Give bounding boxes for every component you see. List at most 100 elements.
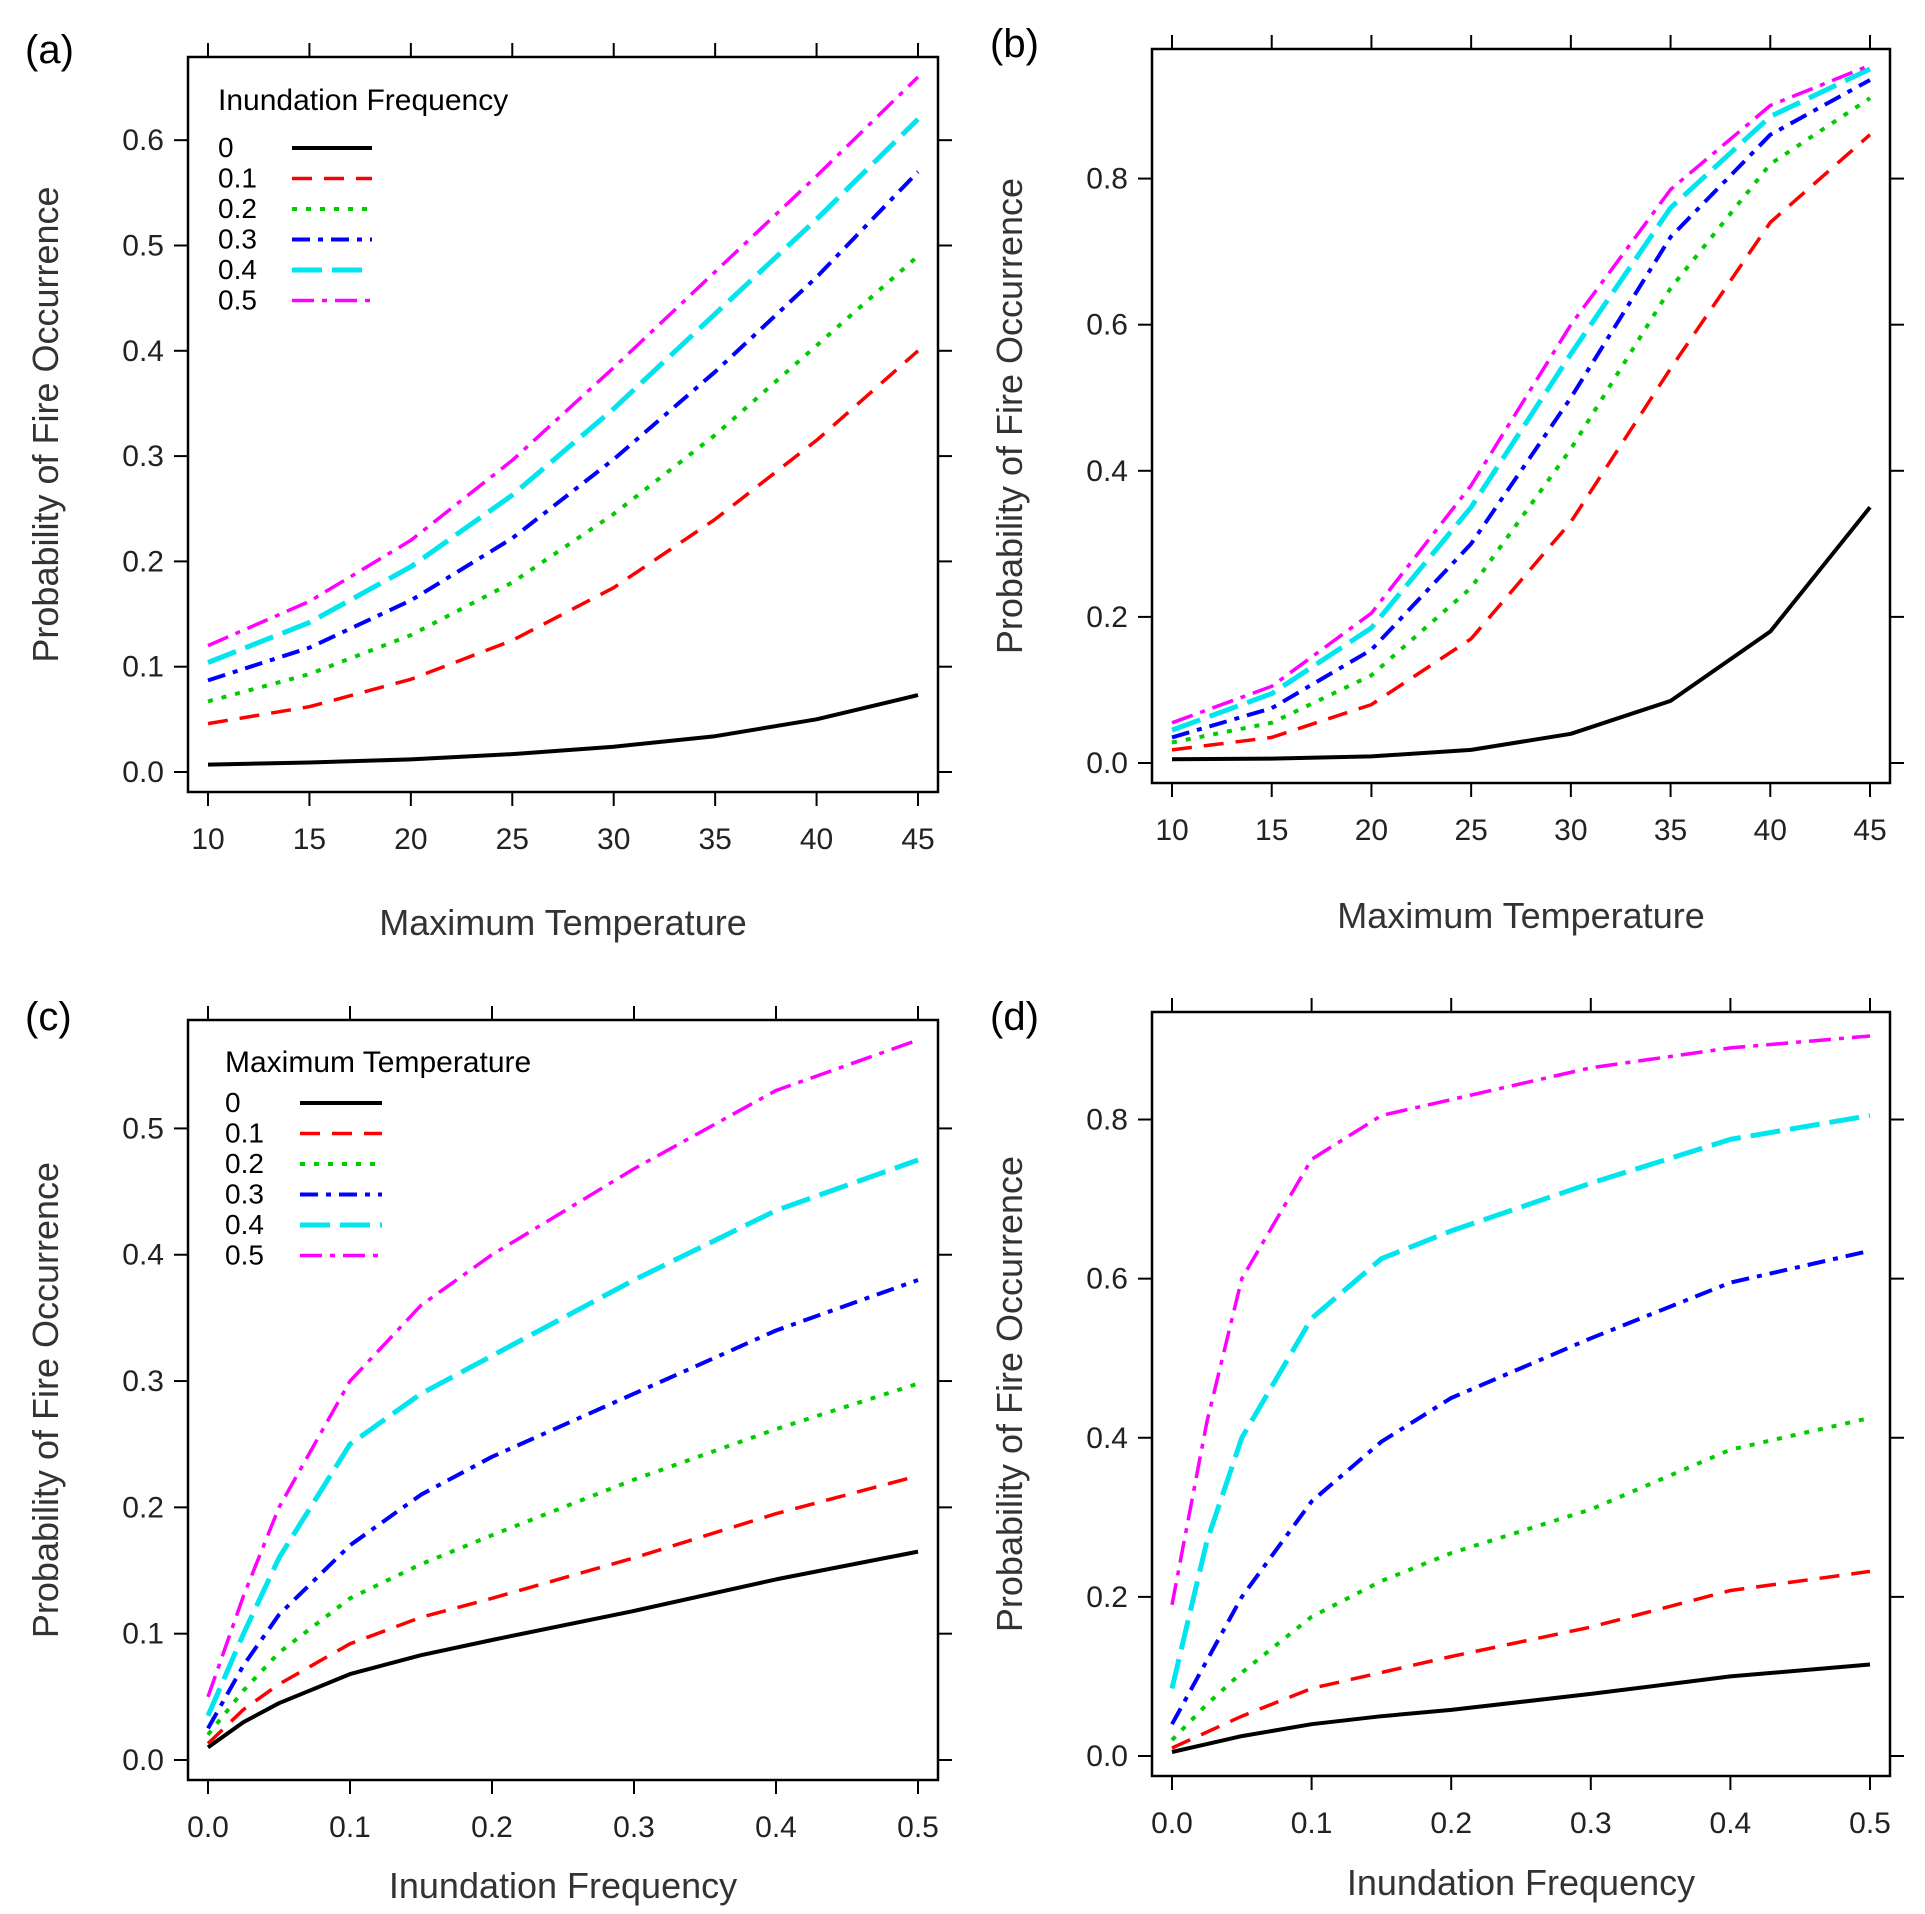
x-tick-label: 0.3: [613, 1811, 655, 1844]
x-axis-title: Inundation Frequency: [389, 1865, 737, 1906]
legend-entry-label: 0.3: [218, 224, 257, 255]
series-line-0: [1171, 1662, 1871, 1754]
y-tick-label: 0.6: [122, 124, 164, 157]
y-tick-label: 0.0: [1086, 747, 1128, 780]
series-line-0.2: [1170, 1415, 1871, 1742]
plot-frame: [1150, 47, 1892, 785]
series-line-0.3: [207, 170, 920, 683]
series-line-0.1: [207, 349, 920, 726]
series-line-0.2: [207, 254, 920, 704]
y-tick-label: 0.0: [122, 756, 164, 789]
y-tick-label: 0.1: [122, 1618, 164, 1651]
series-line-0.5: [207, 75, 920, 648]
y-tick-label: 0.4: [122, 335, 164, 368]
x-tick-label: 30: [1554, 814, 1587, 847]
x-tick-label: 45: [1853, 814, 1886, 847]
x-tick-label: 0.5: [897, 1811, 939, 1844]
y-axis-title: Probability of Fire Occurrence: [989, 178, 1030, 654]
x-tick-label: 20: [394, 823, 427, 856]
legend-entry-label: 0: [218, 132, 234, 163]
x-tick-label: 0.2: [1430, 1807, 1472, 1840]
x-tick-label: 0.4: [1710, 1807, 1752, 1840]
x-axis-title: Inundation Frequency: [1347, 1862, 1695, 1903]
series-line-0.1: [1171, 1569, 1871, 1750]
panel-a: 10 15 20 25 30 35 40 450.00.10.20.30.40.50.6Max…: [25, 28, 952, 943]
series-line-0.4: [1169, 1113, 1871, 1689]
legend-entry-label: 0.4: [225, 1209, 264, 1240]
x-tick-label: 20: [1355, 814, 1388, 847]
y-tick-label: 0.8: [1086, 163, 1128, 196]
legend-entry-label: 0.2: [225, 1148, 264, 1179]
x-tick-label: 40: [800, 823, 833, 856]
y-tick-label: 0.3: [122, 440, 164, 473]
legend-entry-label: 0.1: [225, 1118, 264, 1149]
y-tick-label: 0.4: [122, 1239, 164, 1272]
x-tick-label: 0.0: [187, 1811, 229, 1844]
y-tick-label: 0.6: [1086, 1263, 1128, 1296]
y-axis-title: Probability of Fire Occurrence: [989, 1156, 1030, 1632]
panel-d: 0.0 0.1 0.2 0.3 0.4 0.5 0.0 0.2 0.4 0.6 0.8 Inundat…: [989, 995, 1904, 1903]
y-tick-label: 0.5: [122, 1112, 164, 1145]
y-tick-label: 0.6: [1086, 309, 1128, 342]
series-line-0.5: [1170, 1034, 1871, 1606]
x-tick-label: 15: [1255, 814, 1288, 847]
x-tick-label: 0.2: [471, 1811, 513, 1844]
legend-entry-label: 0.1: [218, 163, 257, 194]
legend-entry-label: 0.4: [218, 254, 257, 285]
x-tick-label: 15: [293, 823, 326, 856]
x-tick-label: 0.5: [1849, 1807, 1891, 1840]
legend-title: Inundation Frequency: [218, 84, 508, 117]
x-tick-label: 35: [698, 823, 731, 856]
x-tick-label: 0.1: [329, 1811, 371, 1844]
series-line-0.5: [206, 1038, 919, 1698]
legend-entry-label: 0.3: [225, 1179, 264, 1210]
series-line-0.5: [1171, 63, 1871, 725]
x-tick-label: 0.1: [1291, 1807, 1333, 1840]
legend-entry-label: 0: [225, 1087, 241, 1118]
plot-frame: [186, 55, 940, 794]
x-tick-label: 10: [1155, 814, 1188, 847]
panel-label: (d): [990, 995, 1039, 1039]
panel-c: 0.0 0.1 0.2 0.3 0.4 0.50.00.10.20.30.40.5Inun…: [25, 995, 952, 1906]
y-tick-label: 0.2: [122, 545, 164, 578]
series-line-0.4: [207, 117, 920, 665]
y-tick-label: 0.2: [1086, 601, 1128, 634]
series-line-0.1: [206, 1474, 919, 1745]
x-tick-label: 25: [1454, 814, 1487, 847]
y-tick-label: 0.8: [1086, 1104, 1128, 1137]
legend-entry-label: 0.2: [218, 193, 257, 224]
x-tick-label: 0.4: [755, 1811, 797, 1844]
series-line-0.3: [206, 1278, 919, 1730]
y-tick-label: 0.4: [1086, 1422, 1128, 1455]
x-tick-label: 0.3: [1570, 1807, 1612, 1840]
panel-label: (b): [990, 22, 1039, 66]
y-tick-label: 0.3: [122, 1365, 164, 1398]
series-line-0.3: [1170, 1248, 1871, 1726]
y-tick-label: 0.5: [122, 229, 164, 262]
panel-label: (c): [25, 995, 72, 1039]
series-line-0.2: [206, 1381, 919, 1736]
panel-label: (a): [25, 28, 74, 72]
x-tick-label: 35: [1654, 814, 1687, 847]
panel-b: 10 15 20 25 30 35 40 45 0.0 0.2 0.4 0.6 0.8 Maximum T…: [989, 22, 1904, 936]
series-line-0: [207, 693, 919, 767]
x-tick-label: 30: [597, 823, 630, 856]
y-axis-title: Probability of Fire Occurrence: [25, 1162, 66, 1638]
x-tick-label: 0.0: [1151, 1807, 1193, 1840]
series-line-0: [206, 1549, 919, 1750]
y-tick-label: 0.2: [122, 1491, 164, 1524]
x-tick-label: 40: [1754, 814, 1787, 847]
y-tick-label: 0.2: [1086, 1581, 1128, 1614]
series-line-0.3: [1171, 78, 1871, 740]
legend-entry-label: 0.5: [218, 285, 257, 316]
series-line-0.1: [1171, 133, 1872, 752]
y-axis-title: Probability of Fire Occurrence: [25, 186, 66, 662]
y-tick-label: 0.4: [1086, 455, 1128, 488]
series-line-0.2: [1171, 96, 1872, 745]
series-line-0.4: [205, 1157, 919, 1717]
plot-frame: [1150, 1010, 1892, 1778]
x-axis-title: Maximum Temperature: [1337, 895, 1704, 936]
plot-frame: [186, 1018, 940, 1782]
x-tick-label: 10: [191, 823, 224, 856]
